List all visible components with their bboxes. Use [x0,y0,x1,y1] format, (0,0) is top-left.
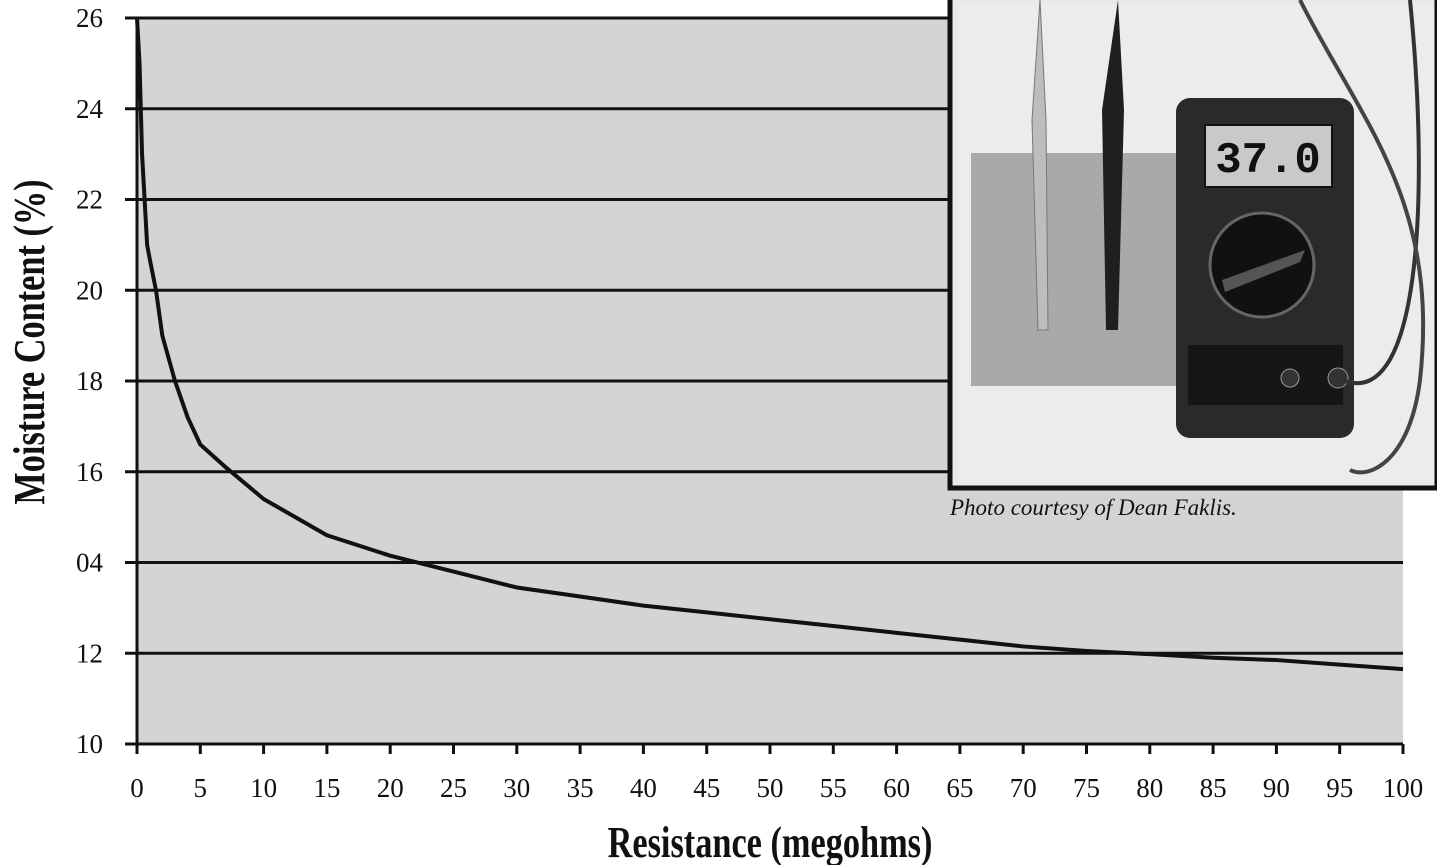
dial-knob [1222,250,1305,292]
x-tick-label: 95 [1326,773,1353,803]
y-tick-label: 10 [76,729,103,759]
jack [1280,368,1300,388]
x-tick-label: 30 [503,773,530,803]
inset-photo: 37.0 [947,0,1437,491]
y-tick-label: 04 [76,548,104,578]
x-tick-label: 85 [1200,773,1227,803]
x-tick-label: 15 [313,773,340,803]
probe-dark [1102,0,1124,330]
x-tick-label: 45 [693,773,720,803]
x-axis-title: Resistance (megohms) [608,818,933,865]
ticks: 10 12 04 16 18 20 22 24 26 0 5 10 15 20 25 30 35 40 45 50 55… [76,3,1423,803]
x-tick-label: 65 [946,773,973,803]
photo-caption: Photo courtesy of Dean Faklis. [949,495,1237,520]
x-tick-label: 55 [820,773,847,803]
y-tick-label: 24 [76,94,104,124]
x-tick-label: 60 [883,773,910,803]
x-tick-label: 10 [250,773,277,803]
display-reading: 37.0 [1215,136,1321,186]
lead-wire [1298,0,1426,475]
y-tick-label: 16 [76,457,103,487]
lead-wire [1337,0,1421,386]
y-tick-label: 26 [76,3,103,33]
x-tick-label: 70 [1010,773,1037,803]
data-line [135,17,1404,672]
probe-light [1031,0,1049,331]
x-tick-label: 50 [757,773,784,803]
x-tick-label: 35 [567,773,594,803]
x-tick-label: 40 [630,773,657,803]
y-tick-label: 20 [76,275,103,305]
y-tick-label: 22 [76,185,103,215]
y-axis-title: Moisture Content (%) [5,179,54,504]
x-tick-label: 5 [194,773,208,803]
multimeter-display [1204,124,1333,188]
x-tick-label: 100 [1383,773,1424,803]
y-tick-label: 12 [76,638,103,668]
dial [1208,211,1316,319]
y-tick-label: 18 [76,366,103,396]
curve-layer [135,17,1404,672]
wood-board [971,153,1201,386]
x-tick-label: 20 [377,773,404,803]
jack-panel [1188,345,1343,405]
x-tick-label: 0 [130,773,144,803]
x-tick-label: 25 [440,773,467,803]
x-tick-label: 80 [1136,773,1163,803]
x-tick-label: 90 [1263,773,1290,803]
x-tick-label: 75 [1073,773,1100,803]
